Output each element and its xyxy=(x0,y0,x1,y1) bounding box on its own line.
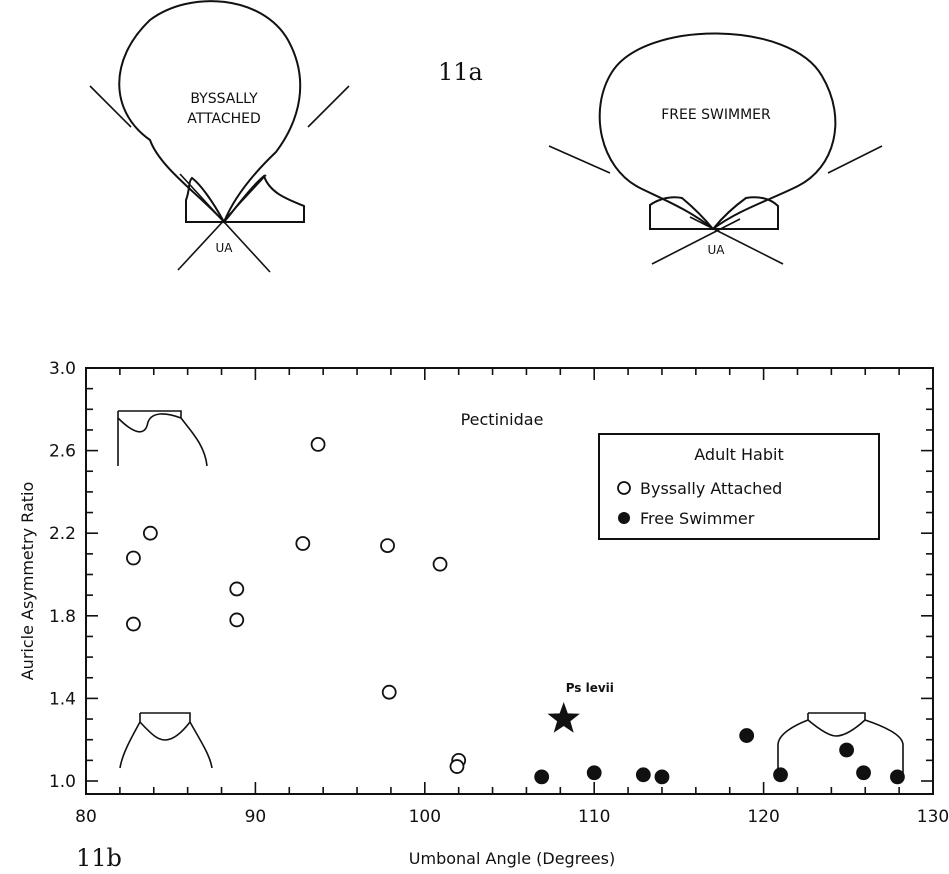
x-tick-label: 130 xyxy=(917,807,949,827)
x-tick-label: 110 xyxy=(578,807,610,827)
y-tick-label: 3.0 xyxy=(49,359,76,379)
point-free-swimmer xyxy=(856,765,871,781)
shell-label-line1: BYSSALLY xyxy=(190,91,258,107)
point-free-swimmer xyxy=(739,728,755,743)
shell-label-line2: ATTACHED xyxy=(187,111,261,127)
y-tick-label: 2.2 xyxy=(49,524,76,544)
y-axis-label: Auricle Asymmetry Ratio xyxy=(18,482,37,681)
point-byssally-attached xyxy=(126,616,141,632)
data-points xyxy=(126,437,905,785)
inset-shell-bottom-right xyxy=(777,712,904,778)
scatter-chart: 80 90 100 110 120 130 1.0 1.4 1.8 2.2 2.6 3.0 Pect… xyxy=(18,359,949,868)
axis-ticks xyxy=(85,367,934,794)
legend-entry-free: Free Swimmer xyxy=(640,509,755,528)
y-tick-label: 1.4 xyxy=(49,689,76,709)
point-byssally-attached xyxy=(142,525,158,541)
plot-frame xyxy=(85,367,934,795)
y-tick-labels: 1.0 1.4 1.8 2.2 2.6 3.0 xyxy=(49,359,76,792)
legend: Adult Habit Byssally Attached Free Swimm… xyxy=(598,433,880,540)
shell-diagram-byssally-attached: BYSSALLY ATTACHED UA xyxy=(89,0,350,273)
point-byssally-attached xyxy=(229,612,245,628)
point-byssally-attached xyxy=(432,556,448,572)
point-free-swimmer xyxy=(773,767,788,783)
legend-entry-byssally: Byssally Attached xyxy=(640,479,782,498)
point-free-swimmer xyxy=(635,767,651,783)
legend-marker-filled xyxy=(618,512,630,524)
point-free-swimmer xyxy=(890,769,905,785)
y-tick-label: 2.6 xyxy=(49,442,76,462)
inset-shell-top-left xyxy=(117,410,208,467)
point-byssally-attached xyxy=(380,538,395,553)
x-axis-label: Umbonal Angle (Degrees) xyxy=(409,849,615,868)
point-byssally-attached xyxy=(449,759,465,774)
y-tick-label: 1.8 xyxy=(49,607,76,627)
point-free-swimmer xyxy=(586,765,602,781)
point-byssally-attached xyxy=(381,684,397,700)
shell-diagram-free-swimmer: FREE SWIMMER UA xyxy=(548,32,883,265)
point-free-swimmer xyxy=(534,769,550,785)
point-free-swimmer xyxy=(839,742,855,758)
chart-title: Pectinidae xyxy=(461,410,544,429)
shell-label-free-swimmer: FREE SWIMMER xyxy=(661,107,771,123)
x-tick-labels: 80 90 100 110 120 130 xyxy=(75,807,949,827)
figure-11a-label: 11a xyxy=(438,58,483,86)
figure-11b-label: 11b xyxy=(76,844,122,872)
umbonal-angle-label-left: UA xyxy=(216,241,234,255)
point-byssally-attached xyxy=(126,550,141,566)
point-free-swimmer xyxy=(654,769,670,785)
legend-marker-open xyxy=(617,481,631,495)
point-byssally-attached xyxy=(295,536,311,551)
legend-box xyxy=(598,433,880,540)
x-tick-label: 80 xyxy=(75,807,97,827)
umbonal-angle-label-right: UA xyxy=(708,243,726,257)
y-tick-label: 1.0 xyxy=(49,772,76,792)
annotations: Ps levii xyxy=(547,681,614,733)
x-tick-label: 100 xyxy=(409,807,441,827)
point-byssally-attached xyxy=(310,437,326,452)
legend-title: Adult Habit xyxy=(694,445,783,464)
x-tick-label: 120 xyxy=(747,807,779,827)
inset-shell-bottom-left xyxy=(119,712,213,769)
x-tick-label: 90 xyxy=(245,807,267,827)
star-marker xyxy=(547,702,580,733)
annotation-label: Ps levii xyxy=(566,681,614,695)
point-byssally-attached xyxy=(229,581,245,597)
